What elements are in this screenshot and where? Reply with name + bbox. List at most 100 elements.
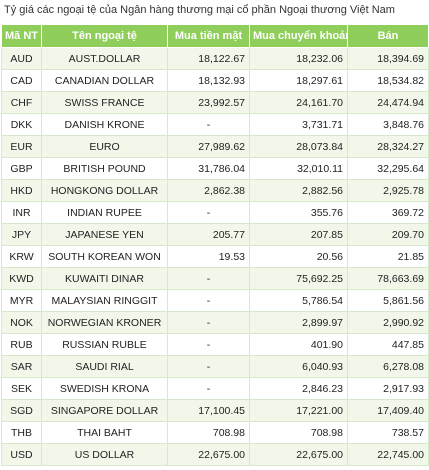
currency-name-cell: EURO xyxy=(41,135,168,158)
currency-name-cell: AUST.DOLLAR xyxy=(41,47,168,70)
cash-buy-cell: 205.77 xyxy=(167,223,250,246)
sell-cell: 3,848.76 xyxy=(347,113,429,136)
transfer-buy-cell: 2,899.97 xyxy=(249,311,348,334)
transfer-buy-cell: 24,161.70 xyxy=(249,91,348,114)
currency-name-cell: SAUDI RIAL xyxy=(41,355,168,378)
sell-cell: 738.57 xyxy=(347,421,429,444)
sell-cell: 18,394.69 xyxy=(347,47,429,70)
sell-cell: 2,925.78 xyxy=(347,179,429,202)
cash-buy-cell: 18,122.67 xyxy=(167,47,250,70)
cash-buy-cell: - xyxy=(167,333,250,356)
table-row: INR INDIAN RUPEE -355.76 369.72 xyxy=(1,201,429,224)
header-transfer-buy: Mua chuyển khoản xyxy=(249,24,348,48)
sell-cell: 2,990.92 xyxy=(347,311,429,334)
cash-buy-cell: - xyxy=(167,377,250,400)
table-row: NOK NORWEGIAN KRONER -2,899.97 2,990.92 xyxy=(1,311,429,334)
transfer-buy-cell: 28,073.84 xyxy=(249,135,348,158)
sell-cell: 78,663.69 xyxy=(347,267,429,290)
transfer-buy-cell: 708.98 xyxy=(249,421,348,444)
currency-code-cell: INR xyxy=(1,201,42,224)
table-row: SEK SWEDISH KRONA -2,846.23 2,917.93 xyxy=(1,377,429,400)
currency-code-cell: SGD xyxy=(1,399,42,422)
currency-code-cell: EUR xyxy=(1,135,42,158)
currency-code-cell: KWD xyxy=(1,267,42,290)
table-row: USD US DOLLAR 22,675.00 22,675.00 22,745.00 xyxy=(1,443,429,466)
sell-cell: 2,917.93 xyxy=(347,377,429,400)
currency-name-cell: THAI BAHT xyxy=(41,421,168,444)
sell-cell: 6,278.08 xyxy=(347,355,429,378)
currency-code-cell: CAD xyxy=(1,69,42,92)
transfer-buy-cell: 32,010.11 xyxy=(249,157,348,180)
table-row: EUR EURO 27,989.62 28,073.84 28,324.27 xyxy=(1,135,429,158)
currency-name-cell: KUWAITI DINAR xyxy=(41,267,168,290)
transfer-buy-cell: 17,221.00 xyxy=(249,399,348,422)
currency-name-cell: SWISS FRANCE xyxy=(41,91,168,114)
header-sell: Bán xyxy=(347,24,429,48)
header-cash-buy: Mua tiền mặt xyxy=(167,24,250,48)
cash-buy-cell: 27,989.62 xyxy=(167,135,250,158)
cash-buy-cell: 18,132.93 xyxy=(167,69,250,92)
transfer-buy-cell: 20.56 xyxy=(249,245,348,268)
table-row: AUD AUST.DOLLAR 18,122.67 18,232.06 18,394.6… xyxy=(1,47,429,70)
currency-code-cell: CHF xyxy=(1,91,42,114)
currency-name-cell: JAPANESE YEN xyxy=(41,223,168,246)
sell-cell: 369.72 xyxy=(347,201,429,224)
header-currency-name: Tên ngoại tệ xyxy=(41,24,168,48)
cash-buy-cell: - xyxy=(167,267,250,290)
cash-buy-cell: 23,992.57 xyxy=(167,91,250,114)
currency-name-cell: US DOLLAR xyxy=(41,443,168,466)
currency-code-cell: DKK xyxy=(1,113,42,136)
sell-cell: 24,474.94 xyxy=(347,91,429,114)
sell-cell: 32,295.64 xyxy=(347,157,429,180)
table-row: SAR SAUDI RIAL -6,040.93 6,278.08 xyxy=(1,355,429,378)
transfer-buy-cell: 22,675.00 xyxy=(249,443,348,466)
currency-code-cell: NOK xyxy=(1,311,42,334)
currency-code-cell: AUD xyxy=(1,47,42,70)
sell-cell: 18,534.82 xyxy=(347,69,429,92)
currency-code-cell: SAR xyxy=(1,355,42,378)
currency-name-cell: SINGAPORE DOLLAR xyxy=(41,399,168,422)
sell-cell: 209.70 xyxy=(347,223,429,246)
table-header-row: Mã NT Tên ngoại tệ Mua tiền mặt Mua chuy… xyxy=(1,24,429,48)
currency-name-cell: INDIAN RUPEE xyxy=(41,201,168,224)
transfer-buy-cell: 6,040.93 xyxy=(249,355,348,378)
cash-buy-cell: 708.98 xyxy=(167,421,250,444)
currency-code-cell: RUB xyxy=(1,333,42,356)
transfer-buy-cell: 5,786.54 xyxy=(249,289,348,312)
sell-cell: 28,324.27 xyxy=(347,135,429,158)
sell-cell: 5,861.56 xyxy=(347,289,429,312)
currency-code-cell: KRW xyxy=(1,245,42,268)
sell-cell: 17,409.40 xyxy=(347,399,429,422)
transfer-buy-cell: 2,846.23 xyxy=(249,377,348,400)
currency-code-cell: GBP xyxy=(1,157,42,180)
transfer-buy-cell: 18,232.06 xyxy=(249,47,348,70)
table-row: CHF SWISS FRANCE 23,992.57 24,161.70 24,474.… xyxy=(1,91,429,114)
currency-code-cell: USD xyxy=(1,443,42,466)
transfer-buy-cell: 3,731.71 xyxy=(249,113,348,136)
currency-code-cell: HKD xyxy=(1,179,42,202)
table-row: RUB RUSSIAN RUBLE -401.90 447.85 xyxy=(1,333,429,356)
currency-name-cell: MALAYSIAN RINGGIT xyxy=(41,289,168,312)
currency-code-cell: SEK xyxy=(1,377,42,400)
table-row: HKD HONGKONG DOLLAR 2,862.38 2,882.56 2,925.… xyxy=(1,179,429,202)
transfer-buy-cell: 18,297.61 xyxy=(249,69,348,92)
table-row: KRW SOUTH KOREAN WON 19.53 20.56 21.85 xyxy=(1,245,429,268)
transfer-buy-cell: 355.76 xyxy=(249,201,348,224)
currency-name-cell: SOUTH KOREAN WON xyxy=(41,245,168,268)
page-title: Tỷ giá các ngoại tệ của Ngân hàng thương… xyxy=(4,4,395,16)
cash-buy-cell: 17,100.45 xyxy=(167,399,250,422)
currency-name-cell: BRITISH POUND xyxy=(41,157,168,180)
exchange-rate-table: Mã NT Tên ngoại tệ Mua tiền mặt Mua chuy… xyxy=(1,24,429,466)
currency-name-cell: NORWEGIAN KRONER xyxy=(41,311,168,334)
cash-buy-cell: - xyxy=(167,113,250,136)
cash-buy-cell: - xyxy=(167,311,250,334)
cash-buy-cell: 31,786.04 xyxy=(167,157,250,180)
header-currency-code: Mã NT xyxy=(1,24,42,48)
currency-code-cell: THB xyxy=(1,421,42,444)
table-body: AUD AUST.DOLLAR 18,122.67 18,232.06 18,394.6… xyxy=(1,47,429,466)
currency-code-cell: JPY xyxy=(1,223,42,246)
sell-cell: 447.85 xyxy=(347,333,429,356)
transfer-buy-cell: 75,692.25 xyxy=(249,267,348,290)
table-row: DKK DANISH KRONE -3,731.71 3,848.76 xyxy=(1,113,429,136)
table-row: JPY JAPANESE YEN 205.77 207.85 209.70 xyxy=(1,223,429,246)
